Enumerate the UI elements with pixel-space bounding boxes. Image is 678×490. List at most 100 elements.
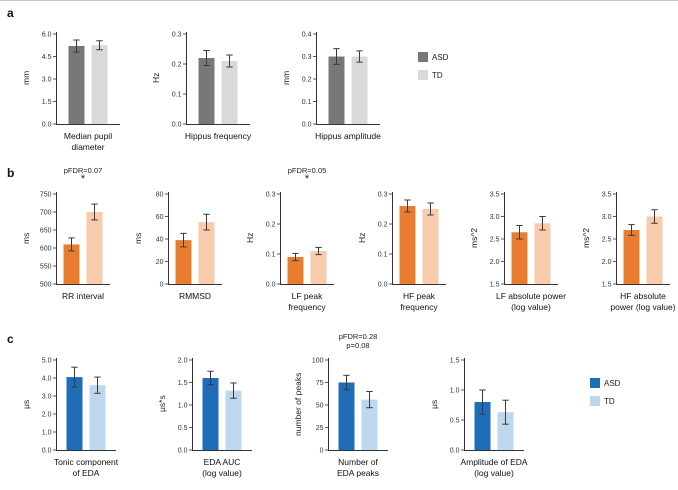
y-tick-label: 0.3 (378, 191, 388, 198)
panel-label-b: b (7, 166, 15, 180)
y-axis-label: ms (133, 232, 143, 244)
chart-lf-absolute-power: ms^2 1.5 2.0 2.5 3.0 3.5 LF absolute power (log… (468, 166, 576, 313)
chart-title-median-pupil-diameter: Median pupil diameter (38, 131, 138, 153)
y-axis-label: ms^2 (581, 227, 591, 249)
legend-a: ASD TD (418, 52, 448, 80)
annotation-rmmsd (168, 166, 222, 188)
y-tick-label: 2.0 (178, 357, 188, 364)
bar-td-rr-interval (86, 212, 103, 284)
y-tick-label: 0.3 (172, 31, 182, 38)
chart-title-lf-peak-frequency: LF peak frequency (262, 291, 352, 313)
bar-td-tonic-component-of-eda (89, 385, 106, 450)
y-tick-label: 0.1 (172, 91, 182, 98)
y-tick-label: 3.0 (602, 214, 612, 221)
y-tick-label: 0.2 (266, 221, 276, 228)
y-tick-label: 2.5 (490, 236, 500, 243)
td-color-swatch (418, 70, 428, 80)
y-tick-label: 0.3 (266, 191, 276, 198)
y-tick-label: 75 (316, 380, 324, 387)
y-axis-label: Hz (245, 232, 255, 244)
significance-text: * (304, 173, 310, 185)
y-tick-label: 1.5 (602, 281, 612, 288)
chart-median-pupil-diameter: mm 0.0 1.5 3.0 4.5 6.0 Median pupil diameter (20, 6, 138, 153)
y-tick-label: 2.5 (602, 236, 612, 243)
chart-title-line: RR interval (61, 291, 105, 301)
bar-asd-hf-absolute-power (623, 230, 640, 284)
legend-item-asd: ASD (590, 378, 620, 388)
annotation-hf-absolute-power (616, 166, 670, 188)
legend-item-td: TD (590, 396, 620, 406)
panel-a-charts: mm 0.0 1.5 3.0 4.5 6.0 Median pupil diameter Hz 0… (20, 6, 678, 153)
y-tick-label: 0.4 (302, 31, 312, 38)
plot-number-of-eda-peaks: 0 25 50 75 100 (312, 357, 388, 454)
y-tick-label: 0.1 (266, 251, 276, 258)
y-tick-label: 650 (40, 227, 52, 234)
y-tick-label: 0.0 (178, 447, 188, 454)
chart-body: number of peaks 0 25 50 75 100 (292, 354, 406, 454)
bar-td-number-of-eda-peaks (361, 399, 378, 450)
significance-text: pFDR=0.05 (287, 166, 327, 175)
y-tick-label: 2.0 (490, 259, 500, 266)
y-tick-label: 1.5 (450, 357, 460, 364)
bar-td-lf-absolute-power (534, 223, 551, 284)
legend-item-asd: ASD (418, 52, 448, 62)
plot-amplitude-of-eda: 0.0 0.5 1.0 1.5 (450, 357, 524, 454)
y-tick-label: 0.3 (302, 54, 312, 61)
y-axis-label: Hz (151, 72, 161, 84)
y-tick-label: 2.0 (602, 259, 612, 266)
chart-title-line: frequency (288, 302, 326, 313)
bar-td-median-pupil-diameter (91, 45, 108, 124)
y-tick-label: 1.0 (178, 402, 188, 409)
annotation-eda-auc (192, 332, 252, 354)
chart-hippus-frequency: Hz 0.0 0.1 0.2 0.3 Hippus frequency (150, 6, 268, 142)
bar-asd-rmmsd (175, 240, 192, 284)
bar-td-hippus-frequency (221, 61, 238, 124)
legend-label-asd: ASD (432, 52, 449, 62)
legend-label-td: TD (432, 70, 443, 80)
plot-hippus-amplitude: 0.0 0.1 0.2 0.3 0.4 (302, 31, 380, 128)
y-tick-label: 4.0 (42, 375, 52, 382)
y-tick-label: 500 (40, 281, 52, 288)
chart-amplitude-of-eda: μs 0.0 0.5 1.0 1.5 Amplitude of EDA (log value… (428, 332, 542, 479)
y-axis-label: mm (281, 70, 291, 86)
y-axis-label: mm (21, 70, 31, 86)
chart-title-hf-absolute-power: HF absolute power (log value) (598, 291, 678, 313)
y-tick-label: 600 (40, 245, 52, 252)
y-tick-label: 3.5 (490, 191, 500, 198)
y-tick-label: 1.5 (42, 99, 52, 106)
bar-asd-hippus-frequency (198, 58, 215, 124)
y-tick-label: 0.0 (172, 121, 182, 128)
chart-title-eda-auc: EDA AUC (log value) (174, 457, 270, 479)
y-tick-label: 2.0 (42, 411, 52, 418)
annotation-hippus-frequency (186, 6, 250, 28)
panel-label-a: a (7, 6, 14, 20)
chart-title-amplitude-of-eda: Amplitude of EDA (log value) (446, 457, 542, 479)
chart-title-hippus-amplitude: Hippus amplitude (298, 131, 398, 142)
chart-title-lf-absolute-power: LF absolute power (log value) (486, 291, 576, 313)
y-axis-label: ms^2 (469, 227, 479, 249)
y-tick-label: 700 (40, 209, 52, 216)
bar-asd-rr-interval (63, 244, 80, 284)
y-axis-label: μs (429, 399, 439, 409)
chart-title-hippus-frequency: Hippus frequency (168, 131, 268, 142)
annotation-hippus-amplitude (316, 6, 380, 28)
legend-item-td: TD (418, 70, 448, 80)
chart-body: Hz 0.0 0.1 0.2 0.3 (150, 28, 268, 128)
y-tick-label: 4.5 (42, 54, 52, 61)
chart-title-line: diameter (71, 142, 105, 153)
chart-title-hf-peak-frequency: HF peak frequency (374, 291, 464, 313)
bar-asd-lf-peak-frequency (287, 257, 304, 284)
legend-label-td: TD (604, 396, 615, 406)
y-tick-label: 0.2 (302, 76, 312, 83)
chart-title-line: Number of (338, 457, 378, 467)
chart-number-of-eda-peaks: pFDR=0.28 p=0.08 number of peaks 0 25 50 75 100… (292, 332, 406, 479)
y-tick-label: 0.0 (42, 121, 52, 128)
bar-asd-lf-absolute-power (511, 232, 528, 284)
y-tick-label: 0.0 (450, 447, 460, 454)
annotation-lf-absolute-power (504, 166, 558, 188)
y-tick-label: 60 (156, 214, 164, 221)
panel-b-charts: pFDR=0.07 * ms 500 550 600 650 700 750 RR interva… (20, 166, 678, 313)
plot-hf-absolute-power: 1.5 2.0 2.5 3.0 3.5 (602, 191, 670, 288)
panel-a: a mm 0.0 1.5 3.0 4.5 6.0 Median pupil diameter H… (0, 6, 678, 164)
annotation-amplitude-of-eda (464, 332, 524, 354)
